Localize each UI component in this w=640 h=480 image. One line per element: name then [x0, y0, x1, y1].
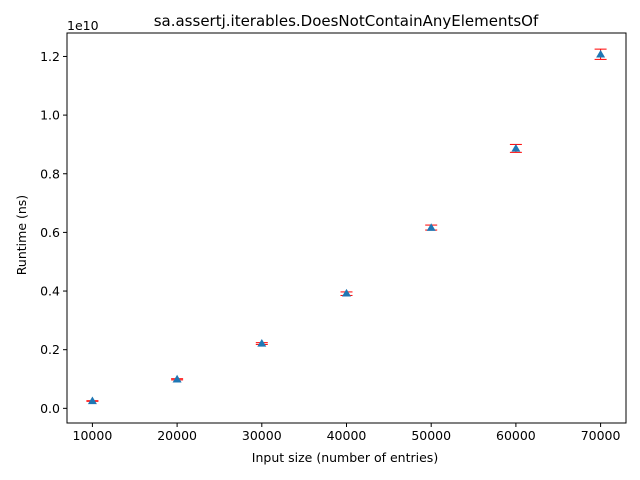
data-point: [87, 396, 97, 405]
x-tick-label: 60000: [496, 428, 536, 443]
data-point: [257, 339, 267, 347]
y-tick-label: 0.8: [40, 166, 60, 181]
x-axis-label: Input size (number of entries): [252, 450, 438, 465]
data-point: [596, 49, 606, 58]
y-tick-label: 0.4: [40, 284, 60, 299]
x-tick-label: 20000: [157, 428, 197, 443]
axes-frame: [66, 32, 627, 424]
x-tick-label: 50000: [411, 428, 451, 443]
x-tick-label: 10000: [73, 428, 113, 443]
y-tick-label: 1.0: [40, 108, 60, 123]
chart-title: sa.assertj.iterables.DoesNotContainAnyEl…: [154, 12, 539, 30]
x-tick-label: 30000: [242, 428, 282, 443]
data-point: [342, 288, 351, 297]
data-point: [511, 144, 521, 152]
plot-area: 10000 20000 30000 40000 50000 60000 70000 0.0 0.…: [40, 32, 627, 443]
y-tick-label: 1.2: [40, 49, 60, 64]
y-tick-label: 0.6: [40, 225, 60, 240]
y-axis-label: Runtime (ns): [14, 195, 29, 275]
y-tick-label: 0.2: [40, 342, 60, 357]
y-tick-label: 0.0: [40, 401, 60, 416]
data-point: [172, 374, 182, 383]
x-tick-label: 70000: [581, 428, 621, 443]
data-point: [426, 223, 436, 231]
x-tick-label: 40000: [327, 428, 367, 443]
y-offset-label: 1e10: [67, 18, 99, 33]
